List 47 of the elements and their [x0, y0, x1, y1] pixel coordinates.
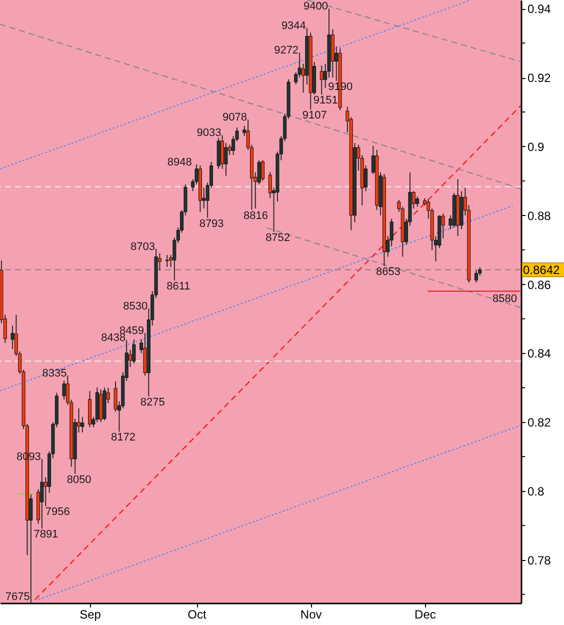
x-tick-label: Dec — [414, 608, 436, 622]
annotation: 8611 — [166, 280, 190, 292]
annotation: 8653 — [376, 266, 400, 278]
y-tick-label: 0.86 — [528, 278, 552, 292]
annotation: 8530 — [123, 300, 148, 312]
annotation: 9400 — [304, 0, 328, 13]
annotation: 8816 — [243, 210, 268, 222]
annotation: 8438 — [101, 332, 126, 344]
y-tick-label: 0.9 — [528, 140, 545, 154]
x-tick-label: Nov — [300, 608, 322, 622]
ref-line-label: 0.8642 — [523, 262, 560, 277]
annotation: 9344 — [281, 20, 306, 32]
candlestick — [62, 380, 66, 400]
annotation: 9107 — [302, 110, 327, 122]
y-tick-label: 0.8 — [528, 484, 545, 499]
annotation: 8703 — [130, 240, 156, 253]
y-tick-label: 0.84 — [528, 346, 552, 361]
annotation: 8050 — [66, 474, 92, 486]
annotation: 8335 — [42, 368, 67, 380]
candlestick — [40, 458, 44, 530]
candlestick — [165, 254, 169, 268]
annotation: 7956 — [45, 506, 70, 518]
x-tick-label: Oct — [188, 608, 208, 622]
y-tick-label: 0.82 — [528, 416, 552, 430]
annotation: 7675 — [5, 591, 30, 603]
annotation: 8793 — [199, 218, 224, 230]
x-tick-label: Sep — [80, 608, 102, 622]
candlestick — [416, 196, 420, 208]
annotation: 7891 — [34, 528, 58, 541]
candlestick — [320, 64, 324, 95]
annotation: 8172 — [110, 432, 136, 444]
annotation: 8752 — [266, 232, 290, 244]
candlestick — [261, 160, 265, 182]
annotation: 8275 — [140, 396, 165, 408]
y-tick-label: 0.78 — [528, 553, 552, 568]
annotation: 9033 — [196, 127, 222, 140]
y-tick-label: 0.94 — [528, 2, 552, 16]
annotation: 8580 — [492, 293, 517, 306]
y-tick-label: 0.88 — [528, 208, 552, 223]
annotation: 8948 — [167, 156, 192, 168]
candlestick — [474, 270, 478, 284]
candlestick — [224, 142, 228, 176]
annotation: 9078 — [222, 112, 248, 124]
annotation: 9151 — [313, 94, 338, 106]
annotation: 9272 — [274, 44, 299, 57]
y-tick-label: 0.92 — [528, 71, 552, 86]
candlestick — [132, 338, 136, 364]
